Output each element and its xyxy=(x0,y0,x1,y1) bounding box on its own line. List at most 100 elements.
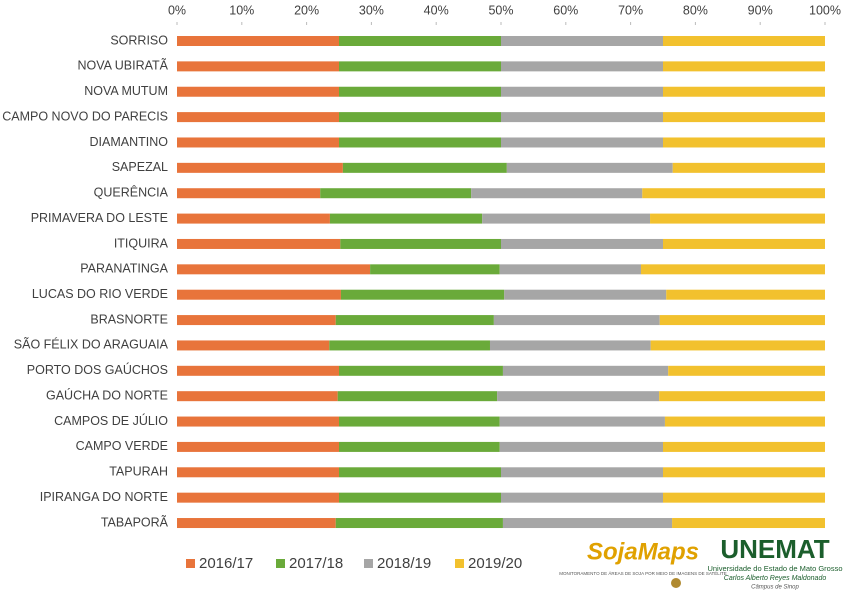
bar-segment xyxy=(501,467,663,478)
y-tick-label: PRIMAVERA DO LESTE xyxy=(31,211,168,225)
bar-segment xyxy=(659,391,825,402)
bar-segment xyxy=(650,340,825,351)
bar-segment xyxy=(177,61,339,72)
y-tick-label: BRASNORTE xyxy=(90,312,168,326)
bar-segment xyxy=(339,467,501,478)
bar-segment xyxy=(640,264,825,275)
x-tick-label: 30% xyxy=(359,3,384,17)
x-tick-label: 20% xyxy=(294,3,319,17)
bar-segment xyxy=(177,213,330,224)
bar-segment xyxy=(499,264,641,275)
y-tick-label: QUERÊNCIA xyxy=(94,185,169,200)
x-tick-label: 80% xyxy=(683,3,708,17)
logo-tagline: Universidade do Estado de Mato Grosso xyxy=(707,564,842,573)
bar-segment xyxy=(501,492,663,503)
bar-segment xyxy=(177,340,330,351)
y-tick-label: TAPURAH xyxy=(109,465,168,479)
bar-segment xyxy=(666,289,825,300)
logo-icon xyxy=(671,578,681,588)
bar-segment xyxy=(663,36,825,46)
bar-segment xyxy=(501,238,663,249)
bar-segment xyxy=(177,112,339,123)
bar-segment xyxy=(339,441,500,452)
bar-segment xyxy=(672,162,825,173)
logo-line: Câmpus de Sinop xyxy=(751,585,799,591)
bar-segment xyxy=(499,441,663,452)
bar-segment xyxy=(177,86,339,97)
bar-segment xyxy=(642,188,825,199)
bar-segment xyxy=(342,162,507,173)
x-tick-label: 60% xyxy=(553,3,578,17)
y-tick-label: LUCAS DO RIO VERDE xyxy=(32,287,168,301)
bar-segment xyxy=(502,365,669,376)
y-tick-label: IPIRANGA DO NORTE xyxy=(40,490,168,504)
bar-segment xyxy=(663,467,825,478)
bar-segment xyxy=(177,467,339,478)
bar-segment xyxy=(329,340,490,351)
bar-segment xyxy=(320,188,472,199)
bar-segment xyxy=(501,112,663,123)
bar-segment xyxy=(493,315,660,326)
bar-segment xyxy=(177,315,336,326)
bar-segment xyxy=(339,61,501,72)
bar-segment xyxy=(659,315,825,326)
bar-segment xyxy=(177,365,339,376)
sojamaps-logo: SojaMaps MONITORAMENTO DE ÁREAS DE SOJA … xyxy=(559,538,727,588)
x-tick-label: 0% xyxy=(168,3,186,17)
legend-label: 2017/18 xyxy=(289,555,343,572)
bar-segment xyxy=(499,416,665,427)
legend-swatch xyxy=(186,559,195,568)
bar-segment xyxy=(504,289,667,300)
legend-swatch xyxy=(276,559,285,568)
bar-segment xyxy=(335,518,503,529)
bar-segment xyxy=(177,391,338,402)
legend-label: 2019/20 xyxy=(468,555,522,572)
bar-segment xyxy=(501,36,663,46)
y-tick-label: NOVA MUTUM xyxy=(84,84,168,98)
legend-label: 2018/19 xyxy=(377,555,431,572)
bar-segment xyxy=(663,492,825,503)
y-tick-label: SÃO FÉLIX DO ARAGUAIA xyxy=(14,337,169,352)
bar-segment xyxy=(329,213,483,224)
bar-segment xyxy=(339,137,501,148)
logo-tagline: MONITORAMENTO DE ÁREAS DE SOJA POR MEIO … xyxy=(559,570,727,576)
bar-segment xyxy=(489,340,651,351)
bar-segment xyxy=(663,61,825,72)
bar-segment xyxy=(506,162,673,173)
y-tick-label: NOVA UBIRATÃ xyxy=(77,59,168,73)
bar-segment xyxy=(177,492,339,503)
bar-segment xyxy=(335,315,494,326)
x-tick-label: 70% xyxy=(618,3,643,17)
bar-segment xyxy=(177,264,371,275)
x-tick-label: 10% xyxy=(229,3,254,17)
bar-segment xyxy=(370,264,500,275)
bar-segment xyxy=(501,61,663,72)
bar-segment xyxy=(502,518,673,529)
bar-segment xyxy=(340,238,501,249)
bar-segment xyxy=(337,391,498,402)
bar-segment xyxy=(177,518,336,529)
y-tick-label: SORRISO xyxy=(110,33,168,47)
bar-segment xyxy=(501,137,663,148)
y-tick-label: GAÚCHA DO NORTE xyxy=(46,387,168,402)
bar-segment xyxy=(339,365,503,376)
bar-segment xyxy=(663,137,825,148)
bar-segment xyxy=(339,416,500,427)
bar-segment xyxy=(482,213,651,224)
unemat-logo: UNEMAT Universidade do Estado de Mato Gr… xyxy=(707,534,842,591)
bar-segment xyxy=(672,518,825,529)
legend-swatch xyxy=(455,559,464,568)
bar-segment xyxy=(339,492,501,503)
bar-segment xyxy=(177,441,339,452)
y-tick-label: TABAPORÃ xyxy=(101,515,169,529)
bar-segment xyxy=(668,365,825,376)
bar-segment xyxy=(664,416,825,427)
legend-label: 2016/17 xyxy=(199,555,253,572)
y-tick-label: CAMPOS DE JÚLIO xyxy=(54,413,168,428)
y-tick-label: CAMPO VERDE xyxy=(76,439,168,453)
bar-segment xyxy=(177,188,321,199)
logo-name: UNEMAT xyxy=(720,534,829,564)
bar-segment xyxy=(177,137,339,148)
y-tick-label: PORTO DOS GAÚCHOS xyxy=(27,362,168,377)
